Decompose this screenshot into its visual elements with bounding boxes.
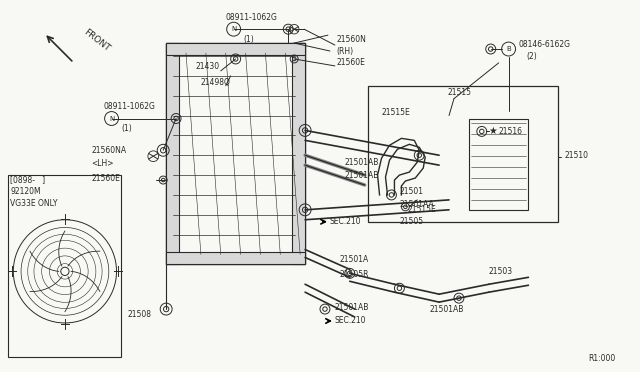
Text: 21510: 21510 [564, 151, 588, 160]
Text: [0898-   ]: [0898- ] [10, 176, 45, 185]
Polygon shape [166, 253, 305, 264]
Text: 21501AB: 21501AB [345, 171, 379, 180]
Text: (RH): (RH) [337, 46, 354, 55]
Text: 21505: 21505 [399, 217, 424, 226]
Text: 92120M: 92120M [10, 187, 41, 196]
Text: (1): (1) [244, 35, 254, 44]
Text: 21501AB: 21501AB [429, 305, 463, 314]
Text: 21516: 21516 [499, 127, 523, 136]
Text: (2): (2) [527, 52, 537, 61]
Text: 21501: 21501 [399, 187, 424, 196]
Text: N: N [231, 26, 236, 32]
Text: 08911-1062G: 08911-1062G [226, 13, 278, 22]
Text: ★: ★ [489, 126, 497, 137]
Text: SEC.210: SEC.210 [330, 217, 362, 226]
Text: 21560E: 21560E [337, 58, 365, 67]
Text: 21501A: 21501A [340, 255, 369, 264]
Text: 21515E: 21515E [381, 108, 410, 117]
Text: 08146-6162G: 08146-6162G [518, 39, 570, 49]
Text: 21515: 21515 [447, 88, 471, 97]
Text: 21503: 21503 [489, 267, 513, 276]
Text: 21560E: 21560E [92, 174, 120, 183]
Text: 21560NA: 21560NA [92, 146, 127, 155]
Text: 21501AB: 21501AB [335, 302, 369, 312]
Text: 21508: 21508 [127, 310, 151, 318]
Text: R1:000: R1:000 [588, 354, 615, 363]
Polygon shape [292, 43, 305, 264]
Text: 21498Q: 21498Q [201, 78, 231, 87]
Text: 21505R: 21505R [340, 270, 369, 279]
Text: 21515E: 21515E [407, 205, 436, 214]
Polygon shape [166, 43, 179, 264]
Text: N: N [109, 116, 114, 122]
Text: B: B [506, 46, 511, 52]
Text: 21501AB: 21501AB [345, 158, 379, 167]
Text: (1): (1) [122, 124, 132, 133]
Text: FRONT: FRONT [82, 27, 111, 53]
Text: 08911-1062G: 08911-1062G [104, 102, 156, 111]
Text: 21501AA: 21501AA [399, 201, 434, 209]
Text: SEC.210: SEC.210 [335, 317, 366, 326]
Text: VG33E ONLY: VG33E ONLY [10, 199, 58, 208]
Polygon shape [166, 43, 305, 55]
Text: 21430: 21430 [196, 62, 220, 71]
Text: 21560N: 21560N [337, 35, 367, 44]
Text: <LH>: <LH> [92, 159, 114, 168]
